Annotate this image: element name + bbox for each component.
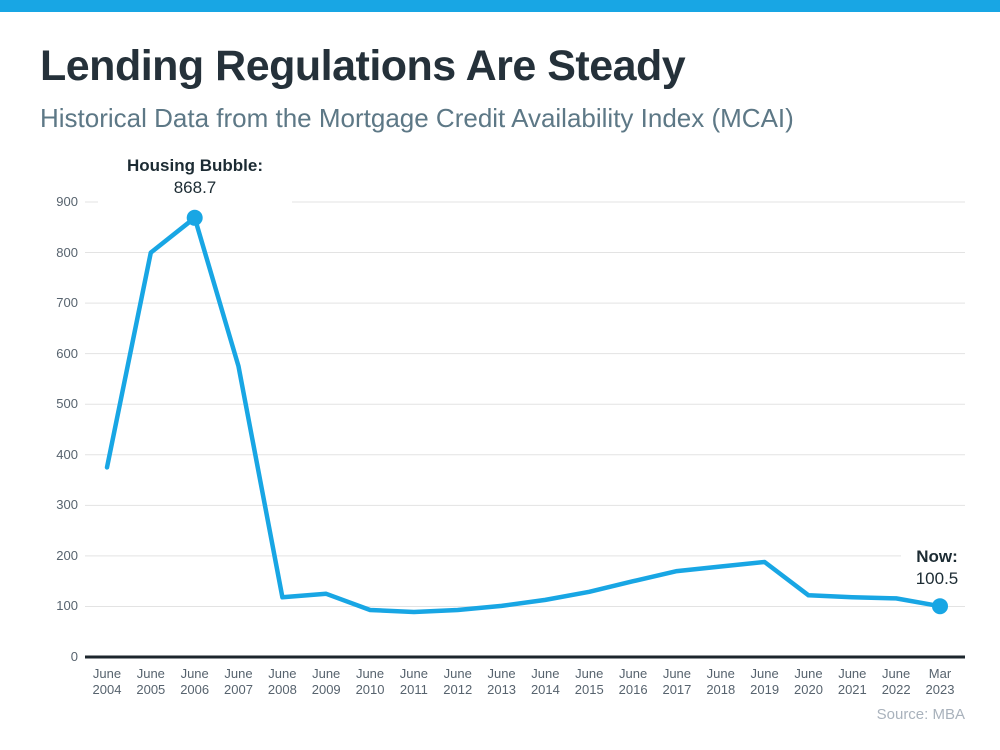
x-tick-label: June 2014 (530, 666, 560, 697)
x-tick-label: June 2007 (224, 666, 253, 697)
x-tick-label: June 2004 (92, 666, 122, 697)
y-tick-label: 900 (56, 194, 78, 209)
x-tick-label: June 2005 (136, 666, 166, 697)
y-tick-label: 600 (56, 345, 78, 361)
y-tick-label: 700 (56, 295, 78, 311)
y-tick-label: 400 (56, 446, 78, 462)
x-tick-label: Mar 2023 (925, 666, 955, 697)
y-tick-label: 300 (56, 497, 78, 513)
x-tick-label: June 2017 (662, 666, 692, 697)
top-accent-bar (0, 0, 1000, 12)
x-tick-label: June 2020 (794, 666, 823, 697)
now-annotation: Now: 100.5 (901, 546, 973, 594)
page-title: Lending Regulations Are Steady (40, 42, 686, 90)
x-tick-label: June 2006 (180, 666, 210, 697)
source-credit: Source: MBA (876, 706, 965, 723)
x-tick-label: June 2013 (487, 666, 517, 697)
housing-bubble-value: 868.7 (173, 178, 217, 197)
x-tick-label: June 2009 (311, 666, 341, 697)
y-tick-label: 800 (56, 244, 78, 260)
y-tick-label: 0 (70, 649, 78, 664)
x-tick-label: June 2008 (267, 666, 297, 697)
page-subtitle: Historical Data from the Mortgage Credit… (40, 103, 794, 133)
mcai-series-line (104, 215, 943, 615)
x-tick-label: June 2012 (443, 666, 473, 697)
housing-bubble-annotation: Housing Bubble: 868.7 (98, 155, 292, 205)
y-tick-label: 500 (56, 396, 78, 412)
data-point-marker (186, 209, 203, 226)
x-tick-label: June 2019 (750, 666, 780, 697)
x-tick-label: June 2021 (837, 666, 867, 697)
housing-bubble-label: Housing Bubble: (127, 156, 263, 175)
y-tick-label: 100 (56, 598, 78, 614)
x-tick-label: June 2011 (399, 666, 428, 697)
data-point-marker (932, 598, 948, 615)
x-tick-label: June 2015 (574, 666, 604, 697)
x-tick-label: June 2016 (618, 666, 648, 697)
now-value: 100.5 (915, 569, 959, 588)
x-tick-label: June 2018 (706, 666, 736, 697)
x-tick-label: June 2022 (881, 666, 911, 697)
y-tick-label: 200 (56, 547, 78, 563)
now-label: Now: (916, 547, 958, 566)
x-tick-label: June 2010 (355, 666, 385, 697)
